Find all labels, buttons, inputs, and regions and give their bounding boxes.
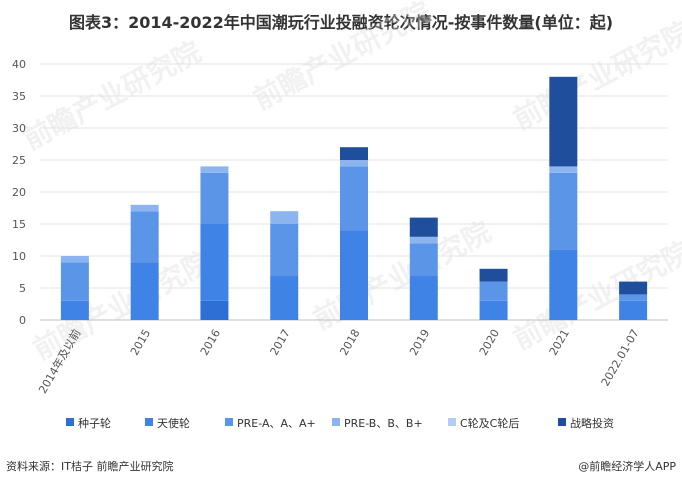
bar-segment <box>619 294 648 301</box>
watermark: 前瞻产业研究院 <box>28 245 217 366</box>
bar-segment <box>270 211 299 224</box>
bar-segment <box>479 300 508 320</box>
bar-segment <box>619 300 648 320</box>
x-tick-label: 2019 <box>407 327 432 358</box>
bars <box>60 76 648 320</box>
x-tick-label: 2015 <box>128 327 153 358</box>
bar-segment <box>340 147 368 160</box>
bar-segment <box>200 172 229 224</box>
x-tick-label: 2016 <box>198 327 223 358</box>
bar-segment <box>200 300 229 320</box>
bar-segment <box>60 256 89 263</box>
bar-segment <box>409 217 438 237</box>
y-tick-label: 30 <box>12 122 26 135</box>
bar-segment <box>340 230 368 320</box>
bar-segment <box>479 281 508 301</box>
bar-segment <box>60 300 89 320</box>
legend-label: 战略投资 <box>570 416 614 430</box>
bar-segment <box>479 268 508 282</box>
source-note: 资料来源：IT桔子 前瞻产业研究院 <box>6 459 173 473</box>
x-tick-label: 2017 <box>268 327 293 358</box>
bar-segment <box>200 166 229 173</box>
y-tick-label: 35 <box>12 90 26 103</box>
legend: 种子轮 天使轮 PRE-A、A、A+ PRE-B、B、B+ C轮及C轮后 战略投资 <box>66 416 614 430</box>
watermark: 前瞻产业研究院 <box>508 235 682 356</box>
bar-segment <box>340 160 368 167</box>
chart-title: 图表3：2014-2022年中国潮玩行业投融资轮次情况-按事件数量(单位：起) <box>69 13 613 32</box>
y-tick-label: 20 <box>12 186 26 199</box>
bar-segment <box>549 249 578 320</box>
legend-swatch <box>145 418 153 426</box>
y-axis: 0 5 10 15 20 25 30 35 40 <box>12 58 26 327</box>
bar-segment <box>130 211 159 263</box>
bar-segment <box>270 224 299 276</box>
watermark: 前瞻产业研究院 <box>508 15 682 136</box>
legend-label: C轮及C轮后 <box>460 416 519 430</box>
legend-swatch <box>558 418 566 426</box>
brand-label: @前瞻经济学人APP <box>578 459 676 473</box>
y-tick-label: 15 <box>12 218 26 231</box>
bar-segment <box>409 275 438 320</box>
legend-swatch <box>66 418 74 426</box>
y-tick-label: 25 <box>12 154 26 167</box>
bar-segment <box>409 243 438 276</box>
legend-swatch <box>332 418 340 426</box>
y-tick-label: 40 <box>12 58 26 71</box>
bar-segment <box>549 76 578 167</box>
bar-segment <box>270 275 299 320</box>
legend-label: PRE-A、A、A+ <box>237 417 316 430</box>
bar-segment <box>130 204 159 212</box>
bar-segment <box>409 236 438 244</box>
legend-swatch <box>448 418 456 426</box>
x-tick-label: 2022.01-07 <box>599 327 642 388</box>
bar-segment <box>200 224 229 301</box>
bar-segment <box>619 281 648 295</box>
bar-segment <box>549 166 578 173</box>
y-tick-label: 5 <box>19 282 26 295</box>
bar-segment <box>549 172 578 250</box>
legend-swatch <box>225 418 233 426</box>
x-tick-label: 2020 <box>477 327 502 358</box>
y-tick-label: 10 <box>12 250 26 263</box>
bar-segment <box>60 262 89 301</box>
x-tick-label: 2018 <box>337 327 362 358</box>
bar-segment <box>130 262 159 320</box>
watermark: 前瞻产业研究院 <box>308 215 497 336</box>
y-tick-label: 0 <box>19 314 26 327</box>
legend-label: PRE-B、B、B+ <box>344 417 423 430</box>
legend-label: 种子轮 <box>78 416 111 430</box>
legend-label: 天使轮 <box>157 416 190 430</box>
bar-segment <box>340 166 368 231</box>
